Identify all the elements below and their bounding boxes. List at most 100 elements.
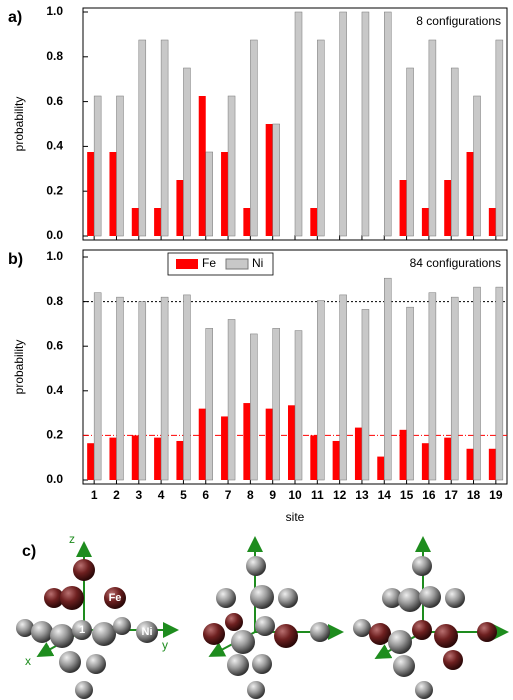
- bar: [131, 208, 139, 236]
- x-tick-label: 16: [422, 488, 436, 502]
- bar: [377, 456, 385, 480]
- bar: [109, 437, 117, 480]
- bar: [488, 448, 496, 480]
- bar: [243, 208, 251, 236]
- bar: [154, 437, 162, 480]
- bar: [473, 286, 481, 481]
- x-tick-label: 19: [489, 488, 503, 502]
- y-tick-label: 0.4: [46, 139, 63, 153]
- bar: [428, 292, 437, 481]
- bar: [154, 208, 162, 236]
- bar: [93, 95, 102, 237]
- bar: [466, 152, 474, 236]
- bar: [205, 328, 213, 481]
- bar: [160, 39, 169, 237]
- annotation: 84 configurations: [410, 256, 501, 270]
- bar: [317, 300, 325, 481]
- bar: [87, 443, 95, 480]
- panel-label: c): [22, 543, 36, 560]
- bar: [250, 39, 258, 237]
- cluster: z x y Fe Ni 1: [16, 532, 179, 699]
- bar: [421, 443, 429, 480]
- bar: [93, 292, 102, 481]
- cluster: [203, 536, 344, 699]
- y-tick-label: 0.4: [46, 383, 63, 397]
- y-tick-label: 0.6: [46, 94, 63, 108]
- y-axis-label: probability: [12, 97, 26, 152]
- x-tick-label: 2: [113, 488, 120, 502]
- bar: [87, 152, 95, 236]
- bar: [183, 294, 191, 481]
- x-tick-label: 13: [355, 488, 369, 502]
- charts: a) 8 configurations probability 0.0 0.2 0.4 0.…: [8, 4, 508, 524]
- bar: [198, 96, 206, 236]
- bar: [138, 39, 147, 237]
- bar: [288, 405, 295, 480]
- y-tick-label: 0.8: [46, 49, 63, 63]
- atom-label: Ni: [142, 626, 153, 638]
- bar: [354, 427, 362, 480]
- x-tick-label: 9: [269, 488, 276, 502]
- bar: [339, 11, 347, 237]
- bar: [450, 296, 459, 481]
- x-tick-label: 8: [247, 488, 254, 502]
- bar: [310, 435, 318, 480]
- bar: [160, 296, 169, 481]
- legend-swatch: [225, 258, 249, 270]
- bar: [227, 95, 236, 237]
- y-tick-label: 0.2: [46, 428, 63, 442]
- bar: [361, 11, 370, 237]
- atom-label: Fe: [109, 592, 122, 604]
- bar: [221, 152, 229, 236]
- bar: [227, 319, 236, 481]
- bar: [495, 286, 504, 481]
- bar: [272, 328, 280, 481]
- x-tick-label: 10: [288, 488, 302, 502]
- site-label: 1: [79, 624, 85, 636]
- bar: [243, 403, 251, 480]
- y-tick-label: 0.8: [46, 294, 63, 308]
- panel-label: b): [8, 251, 23, 268]
- cluster: [353, 536, 509, 699]
- x-tick-label: 11: [311, 488, 324, 502]
- bar: [116, 95, 124, 237]
- bar: [250, 333, 258, 481]
- bar: [294, 330, 303, 481]
- bar: [116, 296, 124, 481]
- x-tick-label: 12: [333, 488, 347, 502]
- bar: [361, 309, 370, 481]
- x-axis-label: site: [286, 510, 305, 524]
- y-tick-label: 0.0: [46, 472, 63, 486]
- bar: [421, 208, 429, 236]
- y-tick-label: 1.0: [46, 4, 63, 18]
- x-tick-label: 3: [135, 488, 142, 502]
- x-tick-label: 4: [158, 488, 165, 502]
- y-axis-label: probability: [12, 340, 26, 395]
- x-tick-label: 6: [202, 488, 209, 502]
- bar: [384, 277, 392, 481]
- bar: [466, 448, 474, 480]
- bar: [109, 152, 117, 236]
- bar: [339, 294, 347, 481]
- bar: [138, 301, 147, 481]
- bar: [406, 67, 414, 237]
- bar: [488, 208, 496, 236]
- bar: [428, 39, 437, 237]
- legend-label: Ni: [252, 256, 263, 270]
- bar: [332, 440, 340, 480]
- x-tick-label: 1: [91, 488, 98, 502]
- bar: [183, 67, 191, 237]
- bar: [444, 437, 452, 480]
- bar: [310, 208, 318, 236]
- bar: [176, 180, 184, 236]
- panel-c: c) z x y Fe Ni 1: [16, 532, 509, 699]
- bar: [205, 151, 213, 237]
- x-tick-label: 14: [378, 488, 392, 502]
- bar: [444, 180, 452, 236]
- bar: [176, 440, 184, 480]
- bar: [473, 95, 481, 237]
- bar: [198, 408, 206, 480]
- legend-swatch: [176, 259, 198, 269]
- bar: [294, 11, 303, 237]
